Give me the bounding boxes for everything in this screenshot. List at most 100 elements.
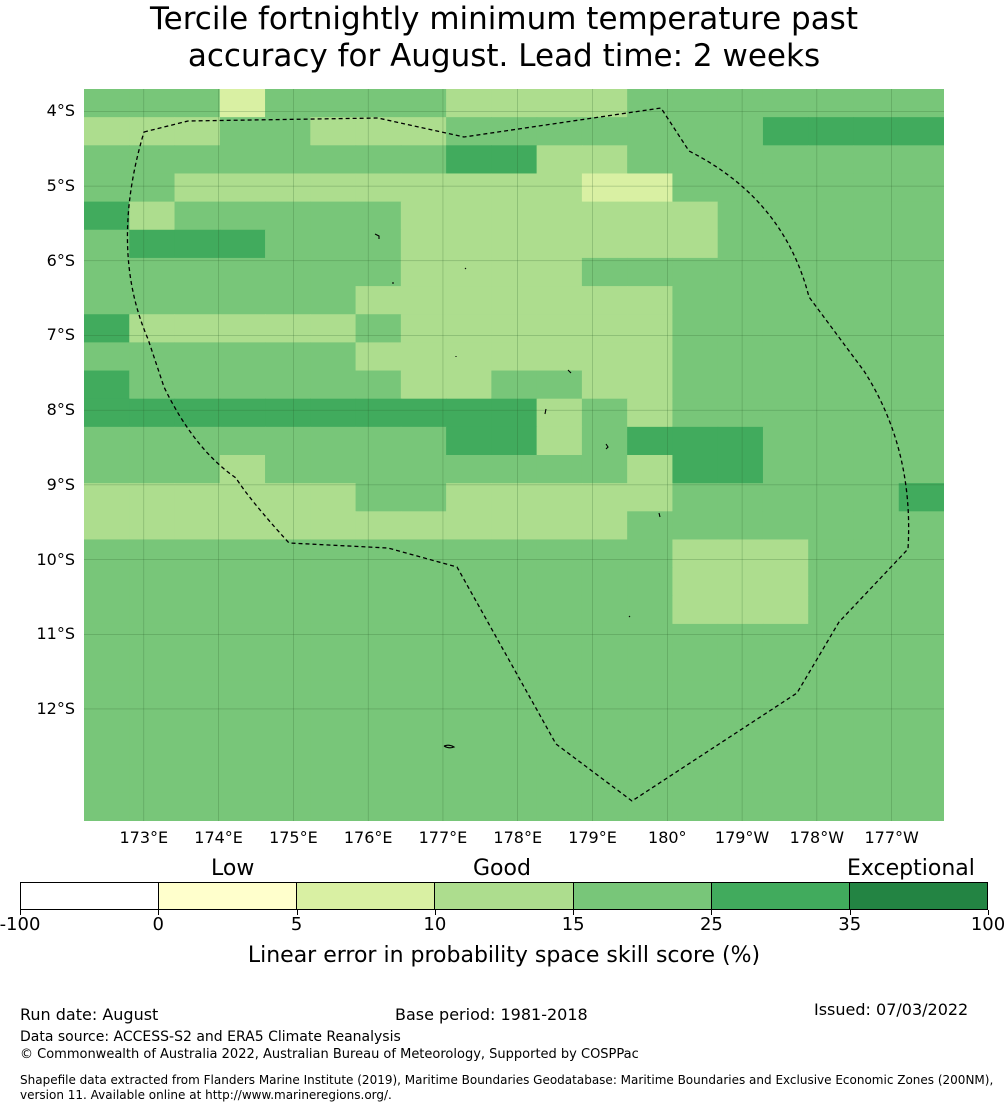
grid-cell xyxy=(808,680,855,709)
grid-cell xyxy=(898,229,944,259)
skill-score-map xyxy=(84,89,944,821)
atoll-outline xyxy=(567,369,572,374)
grid-cell xyxy=(762,623,809,653)
grid-cell xyxy=(536,117,583,146)
grid-cell xyxy=(898,623,944,653)
grid-cell xyxy=(129,201,176,231)
grid-cell xyxy=(853,539,900,569)
longitude-label: 177°E xyxy=(418,828,468,847)
grid-cell xyxy=(265,370,311,400)
grid-cell xyxy=(400,623,447,653)
grid-cell xyxy=(84,173,130,203)
grid-cell xyxy=(853,764,900,794)
grid-cell xyxy=(627,314,674,343)
grid-cell xyxy=(174,314,221,343)
grid-cell xyxy=(355,455,402,484)
grid-cell xyxy=(265,567,311,597)
grid-cell xyxy=(717,652,764,681)
grid-cell xyxy=(129,286,176,315)
grid-cell xyxy=(446,455,492,484)
grid-cell xyxy=(808,117,855,146)
grid-cell xyxy=(219,370,266,400)
grid-cell xyxy=(627,117,674,146)
grid-cell xyxy=(491,455,538,484)
grid-cell xyxy=(853,736,900,766)
grid-cell xyxy=(219,455,266,484)
grid-cell xyxy=(129,511,176,541)
grid-cell xyxy=(219,257,266,287)
grid-cell xyxy=(446,595,492,625)
color-scale-tick-mark xyxy=(296,910,298,915)
grid-cell xyxy=(174,286,221,315)
grid-cell xyxy=(491,370,538,400)
grid-cell xyxy=(310,257,357,287)
grid-cell xyxy=(400,455,447,484)
grid-cell xyxy=(84,398,130,428)
grid-cell xyxy=(129,764,176,794)
grid-cell xyxy=(310,286,357,315)
grid-cell xyxy=(491,595,538,625)
grid-cell xyxy=(265,173,311,203)
grid-cell xyxy=(898,539,944,569)
grid-cell xyxy=(898,370,944,400)
color-scale-tick-label: 10 xyxy=(423,914,447,935)
grid-cell xyxy=(265,455,311,484)
grid-cell xyxy=(717,370,764,400)
grid-cell xyxy=(219,145,266,175)
grid-cell xyxy=(129,736,176,766)
grid-cell xyxy=(174,145,221,175)
grid-cell xyxy=(672,201,719,231)
grid-cell xyxy=(355,652,402,681)
color-scale-segment xyxy=(849,883,987,909)
longitude-label: 179°W xyxy=(714,828,770,847)
grid-cell xyxy=(219,623,266,653)
grid-cell xyxy=(762,286,809,315)
grid-cell xyxy=(627,229,674,259)
grid-cell xyxy=(717,398,764,428)
grid-cell xyxy=(536,229,583,259)
grid-cell xyxy=(400,764,447,794)
grid-cell xyxy=(400,145,447,175)
grid-cell xyxy=(581,652,628,681)
grid-cell xyxy=(536,201,583,231)
grid-cell xyxy=(717,286,764,315)
grid-cell xyxy=(536,567,583,597)
grid-cell xyxy=(898,398,944,428)
grid-cell xyxy=(174,652,221,681)
grid-cell xyxy=(898,595,944,625)
legend-category-good: Good xyxy=(473,856,531,881)
grid-cell xyxy=(808,426,855,456)
grid-cell xyxy=(898,455,944,484)
grid-cell xyxy=(491,483,538,512)
grid-cell xyxy=(265,426,311,456)
grid-cell xyxy=(581,398,628,428)
grid-cell xyxy=(717,257,764,287)
map-canvas xyxy=(84,89,944,821)
grid-cell xyxy=(762,652,809,681)
grid-cell xyxy=(174,455,221,484)
grid-cell xyxy=(84,736,130,766)
grid-cell xyxy=(129,595,176,625)
color-scale-segment xyxy=(21,883,160,909)
color-scale-segment xyxy=(435,883,574,909)
grid-cell xyxy=(898,426,944,456)
grid-cell xyxy=(219,736,266,766)
grid-cell xyxy=(581,173,628,203)
grid-cell xyxy=(853,511,900,541)
grid-cell xyxy=(84,370,130,400)
grid-cell xyxy=(446,145,492,175)
grid-cell xyxy=(446,398,492,428)
grid-cell xyxy=(310,623,357,653)
skill-score-grid xyxy=(84,89,944,821)
grid-cell xyxy=(129,342,176,372)
grid-cell xyxy=(265,511,311,541)
grid-cell xyxy=(808,370,855,400)
grid-cell xyxy=(717,595,764,625)
grid-cell xyxy=(129,680,176,709)
grid-cell xyxy=(536,257,583,287)
copyright-notice: © Commonwealth of Australia 2022, Austra… xyxy=(20,1047,639,1062)
grid-cell xyxy=(672,173,719,203)
grid-cell xyxy=(762,426,809,456)
grid-cell xyxy=(174,764,221,794)
grid-cell xyxy=(808,764,855,794)
